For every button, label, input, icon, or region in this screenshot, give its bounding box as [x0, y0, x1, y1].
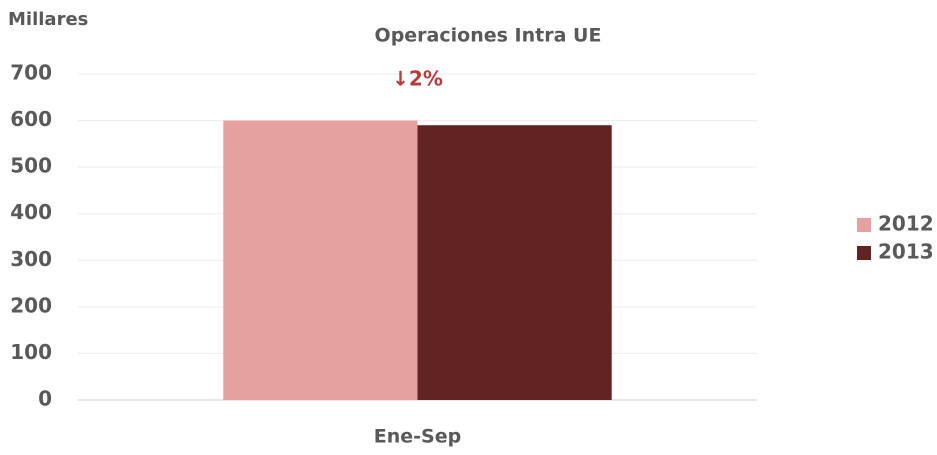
chart-title: Operaciones Intra UE: [375, 25, 602, 47]
y-tick-label: 400: [10, 200, 52, 224]
y-tick-label: 0: [38, 387, 52, 411]
y-tick-label: 500: [10, 154, 52, 178]
y-axis-label: Millares: [8, 9, 88, 30]
x-tick-label: Ene-Sep: [374, 426, 461, 448]
legend-label: 2012: [878, 212, 934, 236]
bar: [417, 125, 612, 400]
legend-swatch: [857, 218, 871, 232]
y-tick-label: 300: [10, 247, 52, 271]
legend-label: 2013: [878, 240, 934, 264]
y-tick-label: 700: [10, 61, 52, 85]
y-tick-label: 200: [10, 293, 52, 317]
y-tick-label: 100: [10, 340, 52, 364]
y-tick-label: 600: [10, 107, 52, 131]
annotation: ↓2%: [392, 67, 443, 91]
bar: [223, 120, 418, 401]
legend-swatch: [857, 246, 871, 260]
